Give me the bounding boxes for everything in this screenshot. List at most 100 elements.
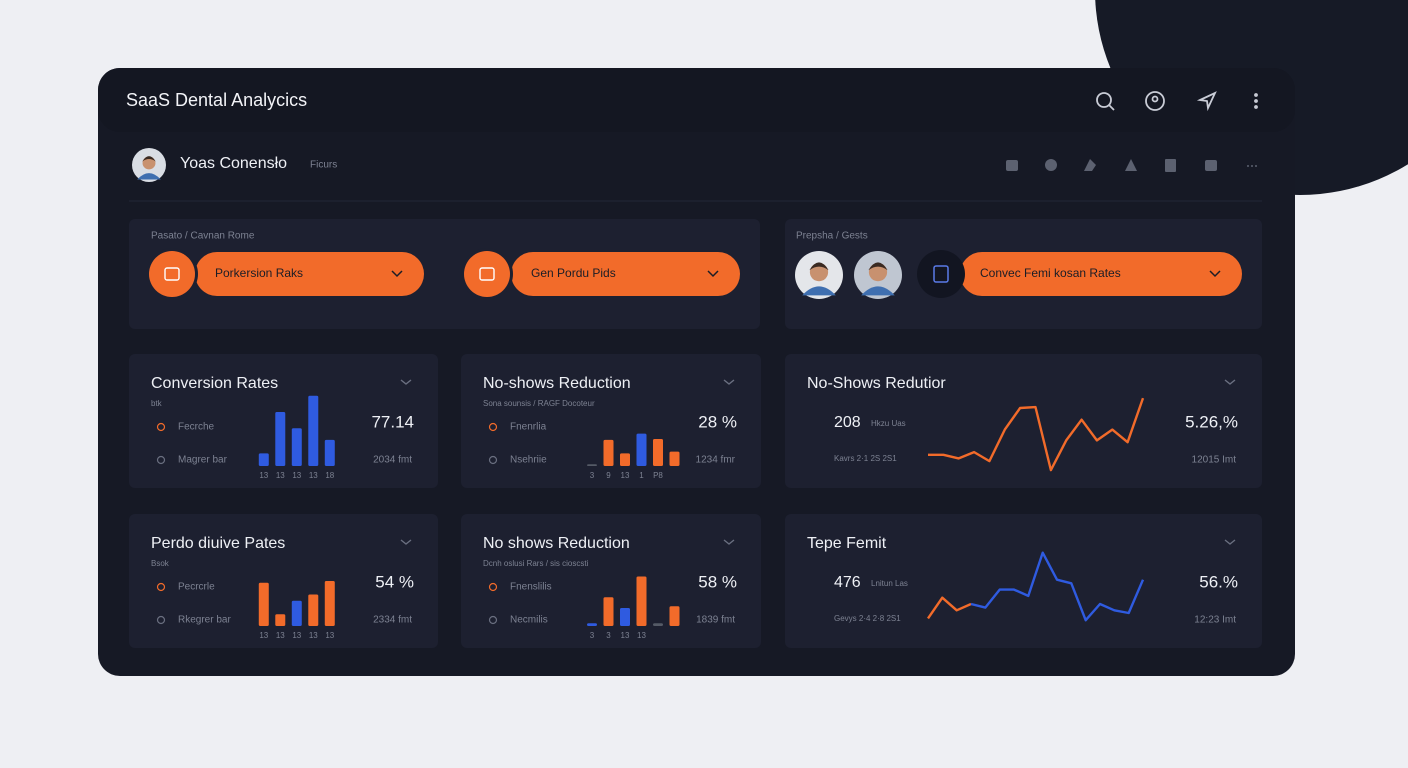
row-label: Pecrcrle [178, 582, 215, 593]
bar-label: 13 [621, 631, 630, 640]
bar-label: 9 [606, 471, 611, 480]
bar [669, 451, 680, 466]
bar [603, 597, 614, 626]
card-big-value: 208 [834, 414, 861, 431]
card-title: Tepe Femit [807, 535, 887, 552]
card-chevron[interactable] [400, 539, 412, 545]
card-value: 58 % [698, 572, 737, 591]
filter-label: Pasato / Cavnan Rome [151, 231, 255, 242]
card-footer: 1839 fmt [696, 615, 735, 626]
menu-icon[interactable] [1254, 93, 1258, 109]
pill-chevron [707, 270, 719, 278]
card-title: No-Shows Redutior [807, 375, 946, 392]
bar-label: 18 [325, 471, 334, 480]
bar [324, 581, 335, 626]
card-left-footer: Kavrs 2·1 2S 2S1 [834, 454, 897, 463]
bar-label: 3 [590, 631, 595, 640]
trend-line [927, 596, 972, 620]
pill-icon[interactable] [149, 251, 195, 297]
tool-icon[interactable] [1205, 160, 1217, 171]
tool-icon[interactable] [1125, 159, 1137, 171]
card-chevron[interactable] [400, 379, 412, 385]
card-value: 54 % [375, 572, 414, 591]
row-label: Fecrche [178, 422, 215, 433]
card-subtitle: Sona sounsis / RAGF Docoteur [483, 399, 595, 408]
card-value: 77.14 [371, 412, 414, 431]
bar-label: 3 [606, 631, 611, 640]
card-subtitle: Dcnh oslusi Rars / sis cioscsti [483, 559, 589, 568]
avatar-head [809, 263, 829, 282]
filter-panel [129, 219, 760, 329]
card-chevron[interactable] [1224, 539, 1236, 545]
bar [308, 594, 319, 626]
tool-icon[interactable] [1006, 160, 1018, 171]
bar [587, 464, 597, 466]
row-label: Fnenrlia [510, 422, 547, 433]
bar [258, 582, 269, 626]
filter-pill[interactable] [195, 252, 424, 296]
bar [620, 453, 630, 466]
bar-label: 13 [259, 631, 268, 640]
row-label: Magrer bar [178, 455, 228, 466]
trend-line [970, 551, 1145, 622]
card-big-value: 476 [834, 574, 861, 591]
icon-glyph [479, 267, 495, 281]
tool-icon[interactable] [1045, 159, 1057, 171]
card-footer: 1234 fmr [696, 455, 736, 466]
card-chevron[interactable] [723, 379, 735, 385]
row-label: Rkegrer bar [178, 615, 231, 626]
top-icons [1096, 91, 1258, 112]
avatar [132, 148, 166, 182]
bar-label: 13 [276, 631, 285, 640]
bar [653, 623, 663, 626]
bar [308, 395, 319, 466]
card-chevron[interactable] [723, 539, 735, 545]
bar-label: 13 [637, 631, 646, 640]
card-note: Hkzu Uas [871, 419, 906, 428]
bar [258, 453, 269, 466]
avatar-body [861, 286, 895, 296]
row-icon [156, 582, 166, 592]
avatar [795, 251, 843, 299]
more-icon[interactable] [1247, 165, 1257, 167]
pill-icon[interactable] [464, 251, 510, 297]
bar-label: P8 [653, 471, 663, 480]
metric-card [785, 354, 1262, 488]
avatar-head [868, 263, 888, 282]
bar-label: 13 [309, 631, 318, 640]
tool-icon[interactable] [1084, 159, 1096, 171]
send-icon[interactable] [1196, 91, 1217, 112]
avatar-body [802, 286, 836, 296]
row-icon [488, 615, 498, 625]
bar [291, 600, 302, 626]
avatar-hair [142, 156, 156, 162]
card-left-footer: Gevys 2·4 2·8 2S1 [834, 614, 901, 623]
bar-label: 3 [590, 471, 595, 480]
row-icon [156, 455, 166, 465]
search-icon[interactable] [1096, 92, 1115, 111]
bar-label: 13 [259, 471, 268, 480]
toolbar-icons [1006, 159, 1257, 172]
card-title: No shows Reduction [483, 535, 630, 552]
filter-pill[interactable] [960, 252, 1242, 296]
top-bar [98, 68, 1295, 132]
card-title: Perdo diuive Pates [151, 535, 285, 552]
bar-label: 1 [639, 471, 644, 480]
card-chevron[interactable] [1224, 379, 1236, 385]
bar-label: 13 [276, 471, 285, 480]
profile-icon[interactable] [1145, 91, 1165, 111]
pill-label: Porkersion Raks [215, 266, 303, 280]
filter-label: Prepsha / Gests [796, 231, 868, 242]
tool-icon[interactable] [1165, 159, 1176, 172]
bar [669, 606, 680, 626]
bar [620, 608, 630, 626]
card-value: 5.26,% [1185, 412, 1238, 431]
filter-pill[interactable] [511, 252, 740, 296]
card-subtitle: Bsok [151, 559, 170, 568]
card-footer: 12015 Imt [1192, 455, 1237, 466]
metric-card [129, 514, 438, 648]
bar [291, 428, 302, 466]
pill-icon[interactable] [917, 250, 965, 298]
bar [653, 439, 663, 466]
